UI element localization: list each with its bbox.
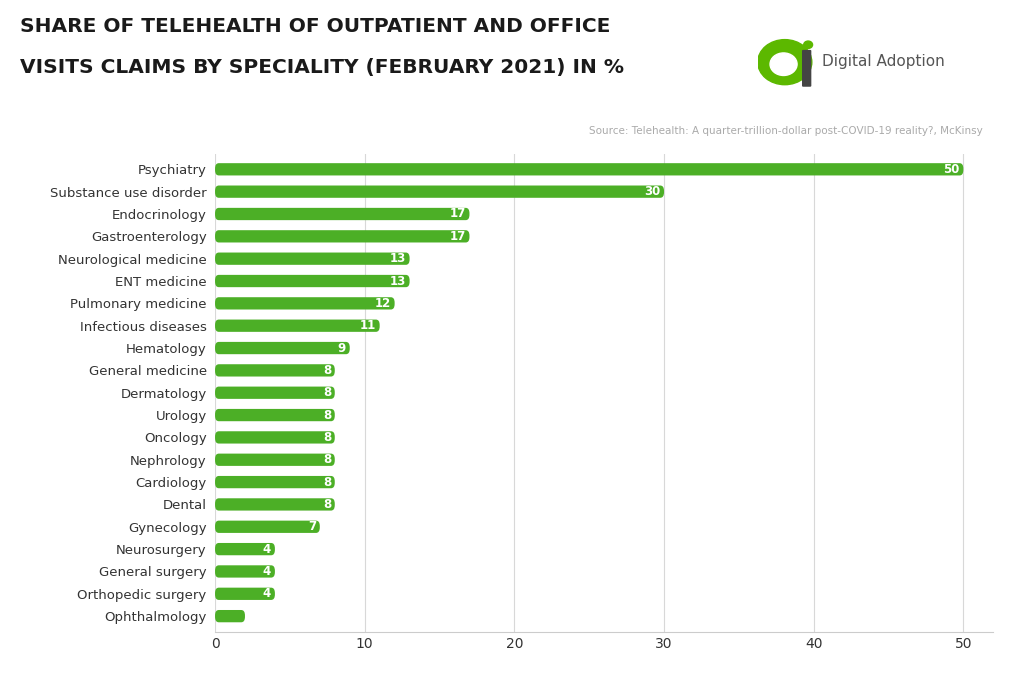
Text: 11: 11 [359,319,376,332]
FancyBboxPatch shape [215,587,274,600]
FancyBboxPatch shape [215,610,245,622]
Text: VISITS CLAIMS BY SPECIALITY (FEBRUARY 2021) IN %: VISITS CLAIMS BY SPECIALITY (FEBRUARY 20… [20,58,625,77]
FancyBboxPatch shape [215,431,335,443]
Text: 4: 4 [263,542,271,555]
FancyBboxPatch shape [215,476,335,488]
Text: 8: 8 [323,431,331,444]
FancyBboxPatch shape [215,454,335,466]
Text: 4: 4 [263,587,271,600]
FancyBboxPatch shape [215,387,335,399]
FancyBboxPatch shape [215,320,380,332]
FancyBboxPatch shape [215,275,410,287]
Text: 4: 4 [263,565,271,578]
Text: SHARE OF TELEHEALTH OF OUTPATIENT AND OFFICE: SHARE OF TELEHEALTH OF OUTPATIENT AND OF… [20,17,611,36]
Text: 9: 9 [338,342,346,354]
FancyBboxPatch shape [215,186,664,198]
FancyBboxPatch shape [215,566,274,578]
FancyBboxPatch shape [215,499,335,511]
Text: 8: 8 [323,454,331,466]
Text: 7: 7 [308,520,316,533]
Text: Source: Telehealth: A quarter-trillion-dollar post-COVID-19 reality?, McKinsy: Source: Telehealth: A quarter-trillion-d… [589,126,983,137]
Text: 13: 13 [389,275,406,288]
Circle shape [770,53,797,75]
FancyBboxPatch shape [215,208,469,220]
Text: 8: 8 [323,364,331,377]
Text: 13: 13 [389,252,406,265]
FancyBboxPatch shape [215,520,319,533]
FancyBboxPatch shape [802,50,811,87]
FancyBboxPatch shape [215,409,335,421]
FancyBboxPatch shape [215,297,394,309]
Text: 17: 17 [450,208,466,221]
Text: Digital Adoption: Digital Adoption [821,54,944,68]
Text: 8: 8 [323,475,331,488]
Text: 12: 12 [375,297,391,310]
Text: 17: 17 [450,230,466,243]
Text: 8: 8 [323,408,331,421]
FancyBboxPatch shape [215,543,274,555]
Circle shape [758,40,812,85]
FancyBboxPatch shape [215,163,964,176]
FancyBboxPatch shape [215,342,350,354]
FancyBboxPatch shape [215,364,335,376]
Circle shape [804,41,813,48]
Text: 50: 50 [943,163,959,176]
Text: 30: 30 [644,185,660,198]
FancyBboxPatch shape [215,253,410,265]
FancyBboxPatch shape [215,230,469,242]
Text: 8: 8 [323,386,331,400]
Text: 8: 8 [323,498,331,511]
